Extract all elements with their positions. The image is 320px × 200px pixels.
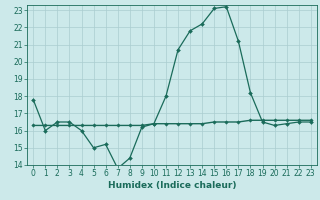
X-axis label: Humidex (Indice chaleur): Humidex (Indice chaleur) bbox=[108, 181, 236, 190]
